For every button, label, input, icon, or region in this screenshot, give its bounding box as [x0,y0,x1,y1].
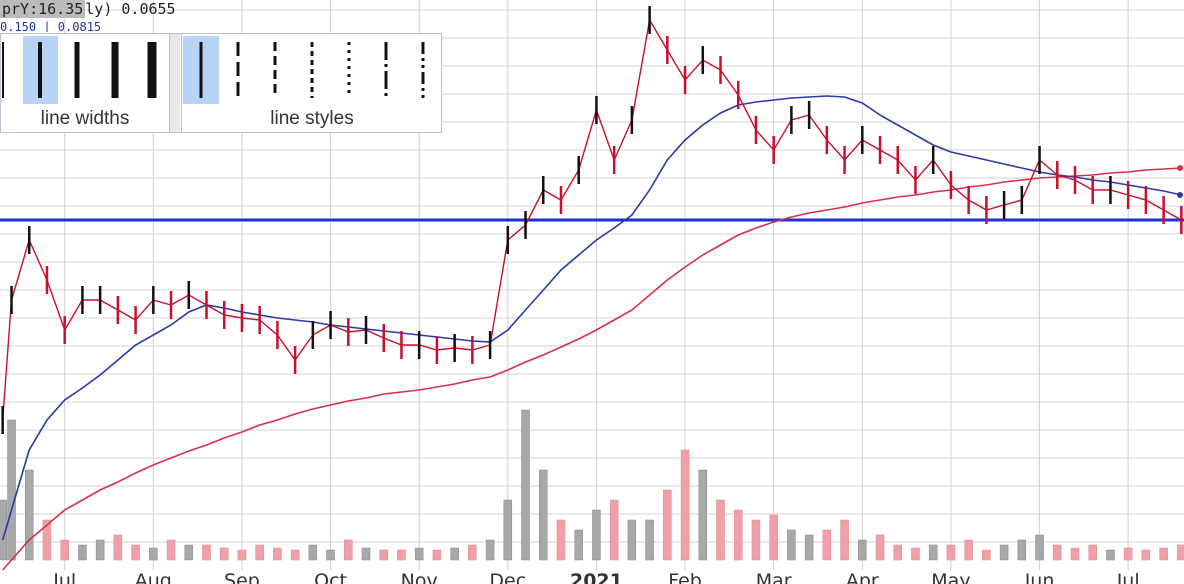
volume-bar [7,419,16,561]
line-styles: line styles [181,34,442,132]
volume-bar [379,549,388,561]
volume-bar [1123,547,1133,561]
volume-bar [751,519,761,561]
volume-bar [804,534,814,561]
volume-bar [663,489,672,561]
volume-bar [131,544,140,561]
moving-average [2,167,1182,571]
volume-bar [60,539,69,561]
volume-bar [326,549,335,561]
volume-bar [698,469,708,561]
volume-bar [1141,549,1151,561]
moving-average [1,95,1182,541]
x-tick-label: Nov [401,570,438,584]
volume-bar [1106,549,1115,561]
x-tick-label: Mar [756,570,792,584]
volume-bar [893,544,902,561]
volume-bar [485,539,495,561]
volume-bar [432,549,442,561]
x-tick-label: Feb [668,570,702,584]
volume-bar [1017,539,1027,561]
volume-bar [574,529,583,561]
volume-bar [769,514,778,561]
x-tick-label: 2021 [570,570,623,584]
volume-bar [645,519,654,561]
volume-bar [982,549,991,561]
volume-bar [521,409,530,561]
line-end-marker [1177,192,1183,198]
line-end-marker [1177,165,1183,171]
volume-bar [95,539,105,561]
volume-bar [627,519,637,561]
volume-bar [609,499,619,561]
volume-bar [397,549,406,561]
volume-bar [858,539,867,561]
volume-bar [308,544,318,561]
volume-bar [1053,544,1062,561]
x-tick-label: Jul [52,570,76,584]
widths-label: line widths [40,108,130,129]
x-tick-label: Aug [135,570,172,584]
volume-bar [1088,544,1097,561]
price-line [2,18,1182,421]
volume-bar [822,529,832,561]
line-widths: line widths [1,34,170,132]
volume-bar [237,549,247,561]
volume-bar [716,499,725,561]
volume-bar [361,547,371,561]
volume-bar [42,519,52,561]
line-panel: line widths line styles [0,33,442,133]
style-icons [183,36,425,104]
volume-bar [414,547,424,561]
styles-label: line styles [270,108,354,129]
width-icons [2,36,157,104]
volume-bar [999,544,1009,561]
volume-bar [928,544,938,561]
volume-bar [840,519,849,561]
volume-bar [680,449,690,561]
volume-bar [556,519,566,561]
volume-bar [290,549,300,561]
volume-bar [0,499,7,561]
volume-bar [166,539,176,561]
x-tick-label: Apr [846,570,879,584]
volume-bar [733,509,743,561]
x-tick-label: Sep [224,570,260,584]
volume-bar [946,544,956,561]
volume-bar [1159,547,1168,561]
volume-bar [113,534,123,561]
volume-bar [592,509,601,561]
volume-bar [78,544,87,561]
volume-bar [219,547,229,561]
volume-bar [468,544,477,561]
volume-bar [875,534,885,561]
x-tick-label: Jul [1116,570,1140,584]
x-tick-label: May [931,570,970,584]
volume-bar [1070,547,1080,561]
x-tick-label: Oct [314,570,347,584]
volume-bar [1177,544,1184,561]
volume-bar [24,469,34,561]
volume-bar [503,499,513,561]
volume-bar [450,547,459,561]
volume-bar [344,539,353,561]
volume-bar [202,544,211,561]
volume-bar [911,547,920,561]
volume-bar [539,469,548,561]
volume-bar [787,529,796,561]
volume-bar [1035,534,1044,561]
x-tick-label: Dec [489,570,526,584]
volume-bar [149,547,158,561]
volume-bar [273,547,282,561]
volume-bar [184,544,194,561]
volume-bar [255,544,264,561]
volume-bar [964,539,973,561]
separator [170,34,180,132]
x-tick-label: Jun [1024,570,1055,584]
